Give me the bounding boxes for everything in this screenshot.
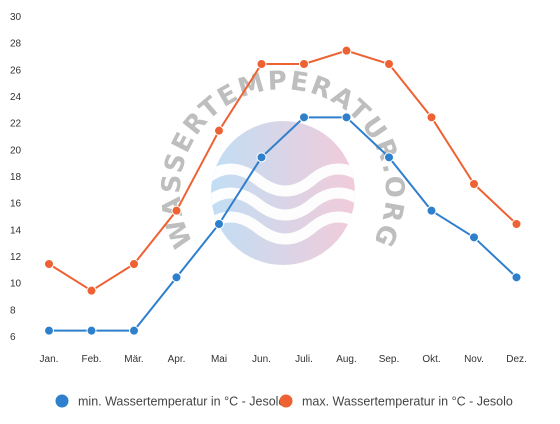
legend-marker bbox=[55, 394, 69, 408]
data-point[interactable] bbox=[384, 59, 394, 69]
y-tick-label: 10 bbox=[10, 279, 22, 290]
y-tick-label: 16 bbox=[10, 199, 22, 210]
data-point[interactable] bbox=[341, 112, 352, 123]
x-tick-label: Aug. bbox=[336, 354, 357, 365]
series-line bbox=[48, 49, 518, 292]
data-point[interactable] bbox=[256, 59, 267, 69]
data-point[interactable] bbox=[171, 272, 182, 283]
data-point[interactable] bbox=[341, 45, 352, 56]
data-point[interactable] bbox=[299, 59, 309, 69]
data-point[interactable] bbox=[86, 325, 97, 336]
x-tick-label: Juli. bbox=[295, 354, 313, 365]
x-tick-label: Jun. bbox=[252, 354, 271, 365]
legend-marker bbox=[279, 394, 293, 408]
x-tick-label: Mai bbox=[211, 354, 227, 365]
data-point[interactable] bbox=[469, 179, 479, 189]
data-point[interactable] bbox=[214, 219, 224, 229]
x-tick-label: Apr. bbox=[168, 354, 186, 365]
y-tick-label: 14 bbox=[10, 225, 22, 236]
legend: min. Wassertemperatur in °C - Jesolo max.… bbox=[55, 394, 513, 409]
data-point[interactable] bbox=[44, 259, 54, 269]
data-point[interactable] bbox=[426, 205, 437, 216]
data-point[interactable] bbox=[129, 325, 139, 336]
watermark-logo: WASSERTEMPERATUR.ORG bbox=[157, 66, 407, 265]
y-tick-label: 20 bbox=[10, 145, 22, 156]
y-tick-label: 12 bbox=[10, 252, 22, 263]
data-point[interactable] bbox=[256, 152, 267, 163]
x-tick-label: Mär. bbox=[124, 354, 143, 365]
legend-item[interactable]: min. Wassertemperatur in °C - Jesolo bbox=[55, 394, 286, 409]
y-tick-label: 22 bbox=[10, 119, 22, 130]
data-point[interactable] bbox=[171, 205, 182, 216]
series-min bbox=[44, 112, 522, 336]
y-tick-label: 6 bbox=[10, 332, 16, 343]
legend-label: min. Wassertemperatur in °C - Jesolo bbox=[78, 395, 285, 409]
data-point[interactable] bbox=[384, 152, 394, 163]
y-tick-label: 18 bbox=[10, 172, 22, 183]
x-tick-label: Okt. bbox=[422, 354, 440, 365]
y-tick-label: 8 bbox=[10, 305, 16, 316]
data-point[interactable] bbox=[511, 272, 522, 283]
wave-icon bbox=[211, 163, 355, 245]
data-point[interactable] bbox=[86, 285, 97, 296]
x-tick-label: Jan. bbox=[40, 354, 59, 365]
x-axis: Jan. Feb. Mär. Apr. Mai Jun. Juli. Aug. Sep. Okt.… bbox=[40, 354, 527, 365]
y-tick-label: 26 bbox=[10, 65, 22, 76]
data-point[interactable] bbox=[214, 125, 224, 136]
x-tick-label: Dez. bbox=[506, 354, 527, 365]
series-layer bbox=[44, 45, 522, 336]
x-tick-label: Sep. bbox=[379, 354, 400, 365]
data-point[interactable] bbox=[469, 232, 479, 243]
data-point[interactable] bbox=[299, 112, 309, 123]
x-tick-label: Nov. bbox=[464, 354, 484, 365]
y-tick-label: 24 bbox=[10, 92, 22, 103]
y-tick-label: 28 bbox=[10, 39, 22, 50]
data-point[interactable] bbox=[426, 112, 437, 123]
data-point[interactable] bbox=[44, 325, 54, 336]
data-point[interactable] bbox=[511, 219, 522, 229]
legend-item[interactable]: max. Wassertemperatur in °C - Jesolo bbox=[279, 394, 513, 409]
series-max bbox=[44, 45, 522, 296]
x-tick-label: Feb. bbox=[81, 354, 101, 365]
series-line bbox=[49, 116, 518, 332]
data-point[interactable] bbox=[129, 259, 139, 269]
legend-label: max. Wassertemperatur in °C - Jesolo bbox=[302, 395, 513, 409]
y-tick-label: 30 bbox=[10, 12, 22, 23]
y-axis: 6 8 10 12 14 16 18 20 22 24 26 28 30 bbox=[10, 12, 22, 343]
